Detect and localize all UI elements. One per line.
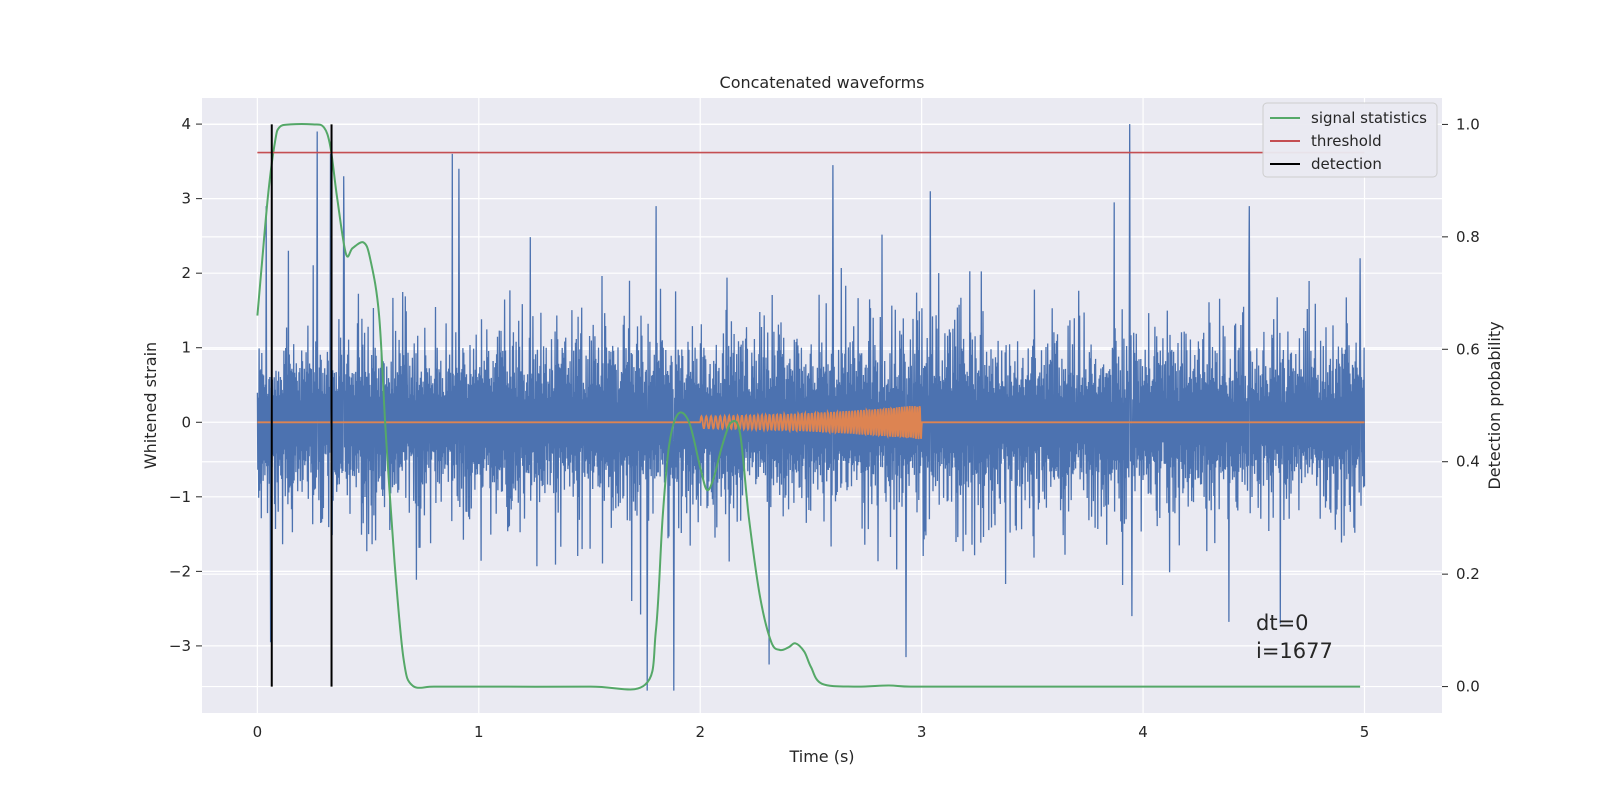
y-axis-label: Whitened strain xyxy=(141,342,160,469)
y-tick-label: −1 xyxy=(169,488,191,506)
legend-label: threshold xyxy=(1311,132,1382,150)
y2-tick-label: 1.0 xyxy=(1456,115,1480,133)
y-tick-label: 4 xyxy=(181,115,191,133)
x-tick-label: 5 xyxy=(1360,723,1370,741)
y2-tick-label: 0.0 xyxy=(1456,678,1480,696)
annotation-dt: dt=0 xyxy=(1256,611,1309,635)
y-tick-label: −2 xyxy=(169,562,191,580)
x-axis-label: Time (s) xyxy=(788,747,854,766)
x-tick-label: 3 xyxy=(917,723,927,741)
x-tick-label: 0 xyxy=(253,723,263,741)
y2-tick-label: 0.2 xyxy=(1456,565,1480,583)
y-tick-label: 3 xyxy=(181,190,191,208)
chart-title: Concatenated waveforms xyxy=(720,73,925,92)
annotation-index: i=1677 xyxy=(1256,639,1333,663)
y2-axis-label: Detection probability xyxy=(1485,321,1504,489)
y-tick-label: 0 xyxy=(181,413,191,431)
legend: signal statistics threshold detection xyxy=(1262,102,1438,178)
x-tick-label: 4 xyxy=(1138,723,1148,741)
y2-tick-label: 0.6 xyxy=(1456,340,1480,358)
y-tick-label: 2 xyxy=(181,264,191,282)
x-tick-label: 1 xyxy=(474,723,484,741)
legend-box xyxy=(1262,102,1438,178)
waveform-series-line xyxy=(257,405,1365,440)
series-layer xyxy=(256,123,1366,691)
signal-statistics-line xyxy=(256,123,1361,691)
legend-label: detection xyxy=(1311,155,1382,173)
y2-tick-label: 0.4 xyxy=(1456,453,1480,471)
y-tick-label: 1 xyxy=(181,339,191,357)
y-tick-label: −3 xyxy=(169,637,191,655)
ticks: 0 1 2 3 4 5 −3 −2 −1 0 1 2 3 4 0.0 0.2 0.4 0.6 0.8 1.0 xyxy=(169,115,1480,741)
y2-tick-label: 0.8 xyxy=(1456,228,1480,246)
legend-label: signal statistics xyxy=(1311,109,1427,127)
x-tick-label: 2 xyxy=(695,723,705,741)
